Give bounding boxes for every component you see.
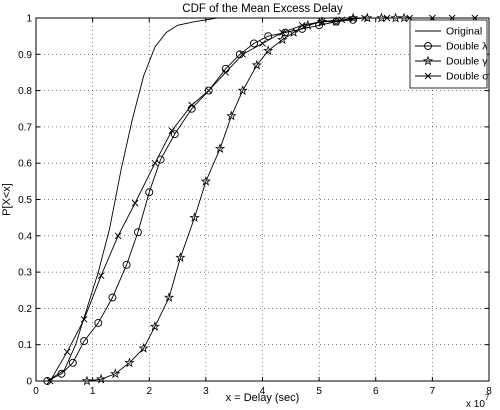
legend-label: Original [446, 26, 482, 38]
star-marker [277, 34, 288, 45]
y-tick-label: 0.6 [18, 159, 32, 170]
circle-marker [349, 15, 358, 24]
x-tick-label: 4 [260, 386, 266, 397]
y-tick-label: 0.3 [18, 268, 32, 279]
x-multiplier-exponent: 7 [485, 393, 490, 402]
legend-label: Double σ [446, 71, 489, 83]
x-marker [131, 199, 139, 207]
star-marker [189, 212, 200, 223]
x-tick-label: 8 [486, 386, 492, 397]
x-marker [63, 348, 71, 356]
legend-entry: Original [415, 26, 482, 38]
circle-marker [80, 337, 89, 346]
chart-title: CDF of the Mean Excess Delay [182, 3, 343, 15]
series-0 [47, 17, 240, 382]
star-marker [376, 12, 387, 23]
legend-label: Double γ [446, 56, 488, 68]
series-line [47, 17, 240, 382]
x-marker [80, 315, 88, 323]
star-marker [163, 292, 175, 302]
circle-marker [145, 188, 154, 197]
axis-ticks: 0 1 2 3 4 5 6 7 8 0 0.1 0.2 0.3 0.4 0.5 0.6 0.7 0.8 0.9 1 [18, 14, 492, 398]
circle-marker [94, 318, 103, 327]
legend-label: Double λ [446, 41, 488, 53]
x-marker [318, 18, 326, 25]
x-marker [222, 69, 230, 76]
x-marker [168, 127, 176, 134]
legend: Original Double λ Double γ Double σ [409, 19, 489, 89]
circle-marker [122, 260, 131, 269]
x-marker [259, 40, 266, 47]
y-tick-label: 0.2 [18, 304, 32, 315]
y-tick-label: 0.4 [18, 231, 32, 242]
circle-marker [250, 39, 258, 48]
circle-marker [68, 358, 77, 367]
x-marker [151, 159, 159, 167]
x-marker [188, 101, 196, 109]
star-marker [362, 12, 373, 23]
star-marker [237, 85, 248, 95]
star-marker [81, 375, 93, 386]
y-tick-label: 0.9 [18, 50, 32, 61]
x-tick-label: 3 [203, 386, 209, 397]
star-marker [422, 55, 434, 66]
y-tick-label: 0.1 [18, 340, 32, 351]
star-marker [200, 175, 212, 186]
y-tick-label: 1 [26, 14, 32, 25]
star-marker [251, 59, 262, 70]
star-marker [175, 252, 186, 262]
circle-marker [133, 228, 142, 237]
star-marker [149, 321, 161, 331]
circle-marker [57, 369, 66, 378]
circle-marker [424, 42, 432, 50]
x-multiplier-base: x 10 [466, 399, 485, 410]
star-marker [226, 110, 237, 121]
circle-marker [264, 32, 273, 41]
y-tick-label: 0 [26, 377, 32, 388]
star-marker [138, 342, 149, 353]
x-tick-label: 1 [90, 386, 96, 397]
legend-entry: Double λ [415, 41, 488, 53]
star-marker [398, 12, 410, 23]
circle-marker [108, 293, 117, 302]
y-tick-label: 0.5 [18, 195, 32, 206]
x-marker [97, 272, 105, 280]
x-tick-label: 2 [146, 386, 152, 397]
legend-entry: Double σ [415, 71, 489, 83]
y-axis-label: P[X<x] [1, 183, 13, 216]
x-axis-multiplier: x 107 [466, 393, 490, 410]
series-2 [81, 12, 410, 386]
x-tick-label: 7 [430, 386, 436, 397]
star-marker [390, 12, 401, 23]
x-marker [279, 29, 286, 36]
series-line [47, 19, 354, 382]
x-axis-label: x = Delay (sec) [226, 392, 300, 404]
star-marker [288, 27, 299, 37]
x-marker [239, 50, 246, 58]
x-marker [298, 21, 306, 29]
x-marker [205, 87, 213, 94]
star-marker [263, 45, 274, 56]
y-tick-label: 0.8 [18, 86, 32, 97]
x-tick-label: 0 [33, 386, 39, 397]
x-tick-label: 5 [316, 386, 322, 397]
x-marker [114, 232, 122, 240]
legend-entry: Double γ [415, 56, 488, 68]
circle-marker [204, 86, 213, 95]
x-tick-label: 6 [373, 386, 379, 397]
star-marker [347, 12, 359, 23]
star-marker [124, 357, 135, 368]
x-marker [424, 72, 432, 80]
star-marker [110, 368, 121, 379]
circle-marker [170, 130, 179, 139]
star-marker [214, 143, 226, 154]
y-tick-label: 0.7 [18, 122, 32, 133]
